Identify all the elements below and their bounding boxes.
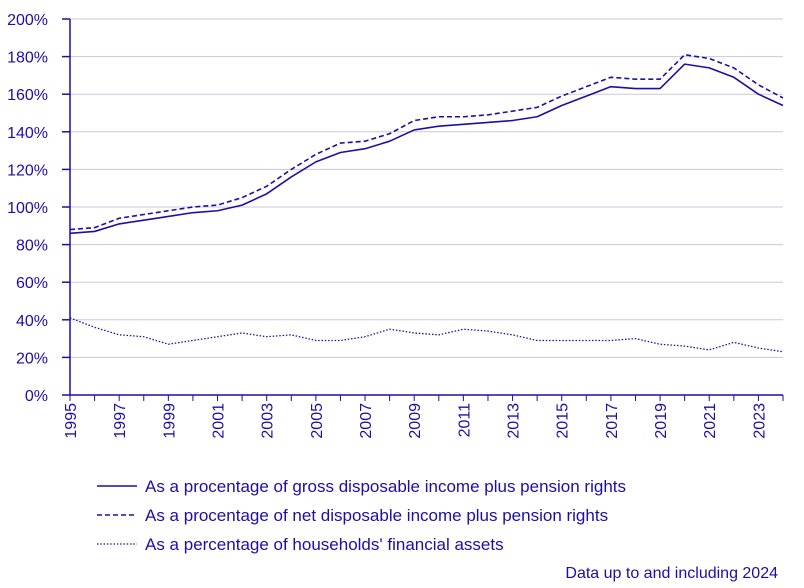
- y-tick-label: 20%: [16, 350, 48, 367]
- y-tick-label: 0%: [25, 388, 48, 405]
- y-tick-label: 60%: [16, 275, 48, 292]
- x-tick-label: 2013: [506, 403, 523, 439]
- series-line-1: [69, 63, 784, 235]
- x-tick-label: 1997: [112, 403, 129, 439]
- x-tick-label: 2011: [456, 403, 473, 438]
- x-tick-label: 2015: [555, 403, 572, 439]
- x-tick-label: 2021: [702, 403, 719, 439]
- x-tick-label: 1999: [161, 403, 178, 439]
- footnote: Data up to and including 2024: [565, 565, 778, 582]
- legend-label-1: As a procentage of gross disposable inco…: [145, 477, 626, 496]
- x-tick-label: 2005: [309, 403, 326, 439]
- legend: As a procentage of gross disposable inco…: [97, 477, 626, 554]
- y-tick-label: 80%: [16, 238, 48, 255]
- axes: [69, 19, 783, 396]
- x-tick-label: 1995: [63, 403, 80, 439]
- gridlines: [70, 18, 783, 358]
- legend-label-2: As a procentage of net disposable income…: [145, 506, 608, 525]
- x-tick-label: 2001: [211, 403, 228, 439]
- x-tick-label: 2009: [407, 403, 424, 439]
- y-tick-label: 200%: [7, 12, 48, 29]
- series-lines: [69, 53, 784, 353]
- y-tick-label: 180%: [7, 50, 48, 67]
- legend-label-3: As a percentage of households' financial…: [145, 535, 504, 554]
- x-tick-label: 2017: [604, 403, 621, 439]
- y-axis-ticks: 0% 20% 40% 60% 80% 100% 120% 140% 160% 180% 200%: [7, 12, 70, 405]
- x-tick-label: 2023: [751, 403, 768, 439]
- y-tick-label: 140%: [7, 125, 48, 142]
- y-tick-label: 100%: [7, 200, 48, 217]
- x-tick-label: 2003: [260, 403, 277, 439]
- y-tick-label: 120%: [7, 162, 48, 179]
- series-line-2: [69, 53, 784, 231]
- y-tick-label: 40%: [16, 313, 48, 330]
- series-line-3: [69, 317, 784, 353]
- x-axis-ticks: 1995 1997 1999 2001 2003 2005 2007 2009 2011 2013…: [63, 395, 784, 439]
- x-tick-label: 2019: [653, 403, 670, 439]
- y-tick-label: 160%: [7, 87, 48, 104]
- x-tick-label: 2007: [358, 403, 375, 439]
